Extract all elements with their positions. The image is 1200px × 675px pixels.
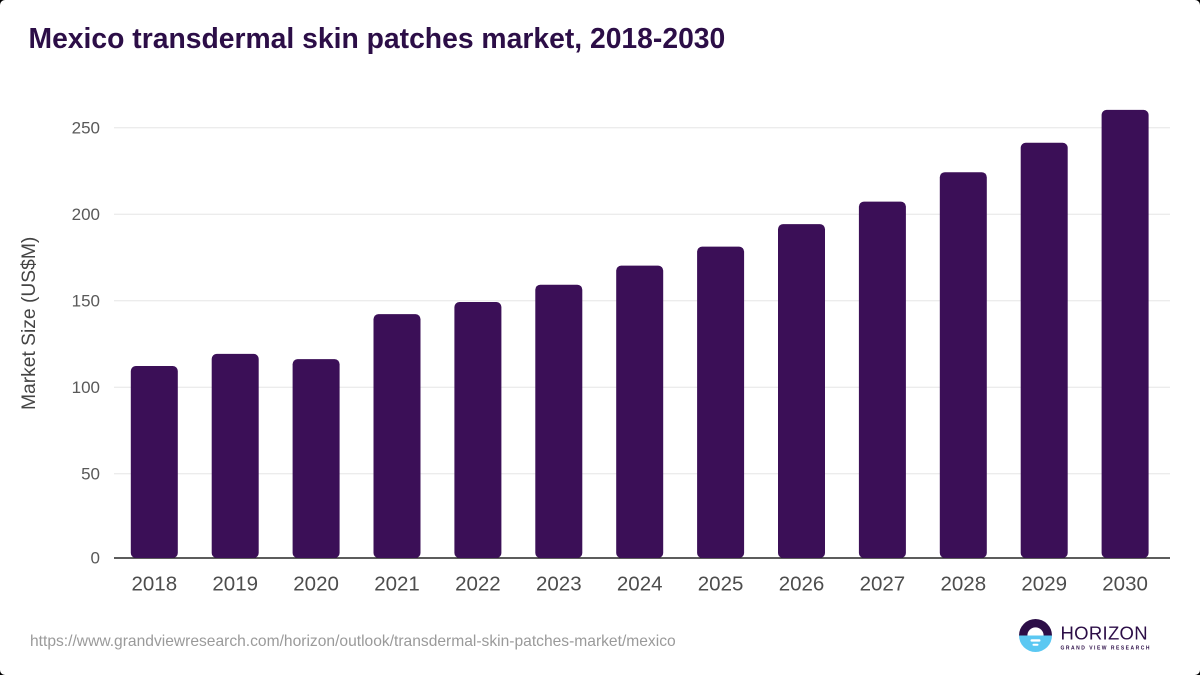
svg-text:2023: 2023 xyxy=(536,573,582,596)
svg-text:0: 0 xyxy=(91,549,100,568)
svg-text:2028: 2028 xyxy=(940,573,986,596)
svg-text:200: 200 xyxy=(72,205,100,224)
svg-text:2025: 2025 xyxy=(698,573,744,596)
svg-text:2018: 2018 xyxy=(131,573,177,596)
svg-text:GRAND VIEW RESEARCH: GRAND VIEW RESEARCH xyxy=(1061,646,1151,652)
svg-text:2030: 2030 xyxy=(1102,573,1148,596)
svg-text:50: 50 xyxy=(81,464,100,483)
svg-text:2024: 2024 xyxy=(617,573,663,596)
svg-text:2019: 2019 xyxy=(212,573,258,596)
svg-text:150: 150 xyxy=(72,291,100,310)
svg-text:2022: 2022 xyxy=(455,573,501,596)
svg-text:2020: 2020 xyxy=(293,573,339,596)
svg-text:HORIZON: HORIZON xyxy=(1061,623,1148,644)
svg-text:250: 250 xyxy=(72,118,100,137)
svg-text:100: 100 xyxy=(72,378,100,397)
svg-text:2026: 2026 xyxy=(779,573,825,596)
svg-text:2021: 2021 xyxy=(374,573,420,596)
svg-text:2029: 2029 xyxy=(1021,573,1067,596)
svg-text:2027: 2027 xyxy=(860,573,906,596)
